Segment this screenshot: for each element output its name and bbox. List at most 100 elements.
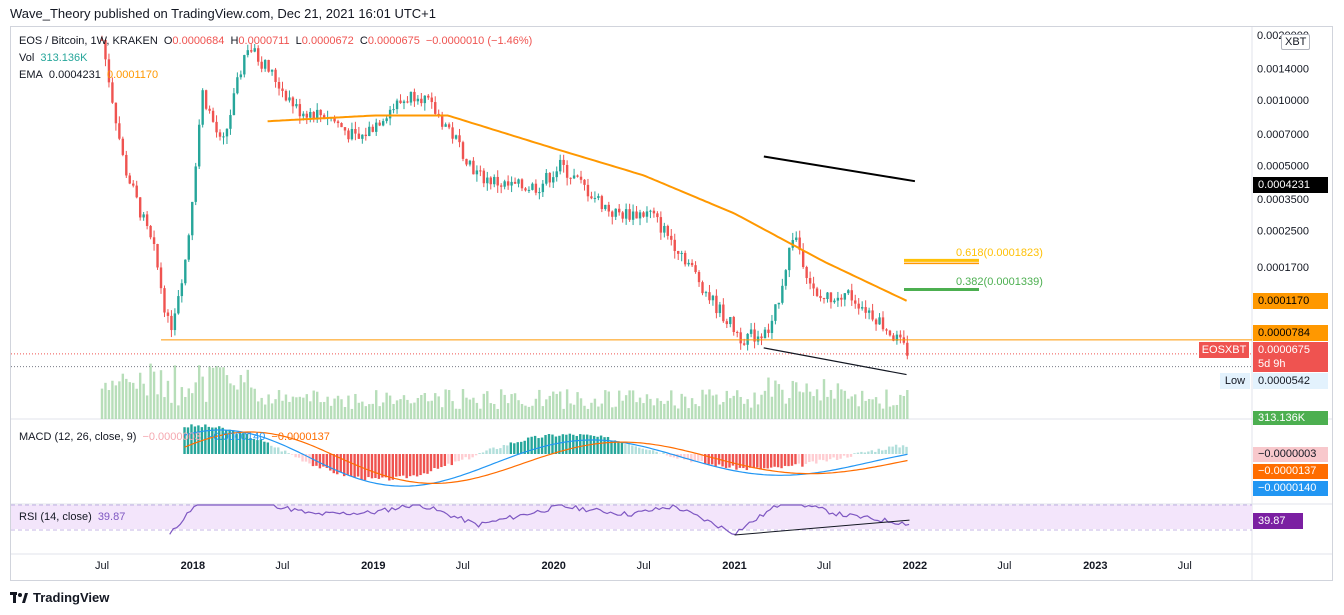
volume-bar xyxy=(604,390,607,419)
footer-brand[interactable]: TradingView xyxy=(10,590,109,605)
volume-bar xyxy=(197,365,201,419)
volume-bar xyxy=(826,396,829,419)
macd-histogram-bar xyxy=(235,434,238,454)
volume-bar xyxy=(618,390,621,419)
macd-histogram-bar xyxy=(690,454,693,463)
volume-bar xyxy=(211,367,215,419)
candle-body xyxy=(347,130,350,140)
macd-histogram-bar xyxy=(283,450,287,454)
volume-bar xyxy=(253,388,256,419)
macd-histogram-bar xyxy=(794,454,797,465)
chart-frame[interactable]: 0.00200000.00140000.00100000.00070000.00… xyxy=(10,26,1333,581)
legend-h-value: 0.0000711 xyxy=(238,35,290,47)
macd-histogram-bar xyxy=(592,435,596,454)
volume-bar xyxy=(822,379,826,419)
macd-histogram-bar xyxy=(683,454,686,460)
volume-bar xyxy=(718,404,722,419)
volume-bar xyxy=(534,398,538,419)
macd-histogram-bar xyxy=(440,454,443,468)
volume-bar xyxy=(166,380,170,419)
volume-bar xyxy=(663,403,666,419)
time-tick-label: Jul xyxy=(997,560,1011,572)
candle-body xyxy=(506,181,510,186)
ema-line xyxy=(267,114,908,302)
volume-bar xyxy=(736,390,739,419)
macd-histogram-bar xyxy=(336,454,339,475)
volume-bar xyxy=(812,396,815,419)
candle-body xyxy=(479,170,482,172)
trendline-price-lower xyxy=(763,347,907,376)
macd-histogram-bar xyxy=(412,454,415,476)
candle-body xyxy=(333,117,336,122)
candle-body xyxy=(354,129,357,134)
volume-bar xyxy=(902,396,906,419)
chart-canvas[interactable]: 0.00200000.00140000.00100000.00070000.00… xyxy=(11,27,1332,580)
macd-histogram-bar xyxy=(502,445,506,454)
volume-bar xyxy=(482,393,486,419)
candle-body xyxy=(690,262,694,266)
candle-body xyxy=(173,313,177,331)
volume-bar xyxy=(770,396,774,419)
candle-body xyxy=(857,303,860,309)
fib-382-label: 0.382(0.0001339) xyxy=(956,276,1043,288)
candle-body xyxy=(281,88,284,91)
footer-brand-text: TradingView xyxy=(33,590,110,605)
candle-body xyxy=(388,109,392,119)
candle-body xyxy=(708,292,711,301)
candle-body xyxy=(277,81,281,89)
macd-histogram-bar xyxy=(374,454,377,479)
legend-l-label: L xyxy=(295,35,302,47)
macd-histogram-bar xyxy=(599,435,603,454)
candle-body xyxy=(760,336,763,339)
volume-bar xyxy=(267,394,270,419)
candle-body xyxy=(461,142,465,159)
candle-body xyxy=(756,336,760,342)
volume-bar xyxy=(906,390,909,419)
macd-histogram-bar xyxy=(818,454,821,460)
candle-body xyxy=(295,104,298,107)
candle-body xyxy=(427,95,430,98)
macd-histogram-bar xyxy=(627,444,631,454)
volume-bar xyxy=(656,398,659,419)
macd-histogram-bar xyxy=(707,454,710,465)
legend-symbol: EOS / Bitcoin, 1W, KRAKEN xyxy=(19,35,158,47)
candle-body xyxy=(378,122,381,126)
volume-bar xyxy=(774,380,777,419)
volume-bar xyxy=(454,408,458,419)
macd-histogram-bar xyxy=(280,451,283,454)
volume-bar xyxy=(281,400,284,419)
candle-body xyxy=(350,129,354,140)
price-tick-label: 0.0010000 xyxy=(1257,95,1309,107)
macd-histogram-bar xyxy=(513,443,516,454)
candle-body xyxy=(163,288,166,313)
macd-histogram-bar xyxy=(499,448,502,454)
macd-histogram-bar xyxy=(700,454,703,462)
candle-body xyxy=(579,176,583,180)
time-tick-label: 2020 xyxy=(541,560,565,572)
volume-bar xyxy=(371,403,374,419)
volume-bar xyxy=(163,397,166,419)
candle-body xyxy=(715,295,718,314)
macd-histogram-bar xyxy=(540,437,544,454)
macd-histogram-bar xyxy=(190,424,193,454)
macd-histogram-bar xyxy=(422,454,426,474)
legend-macd: MACD (12, 26, close, 9) −0.0000003 −0.00… xyxy=(19,431,333,443)
candle-body xyxy=(621,212,624,219)
candle-body xyxy=(451,127,454,139)
candle-body xyxy=(562,159,565,165)
macd-histogram-bar xyxy=(474,454,478,456)
macd-histogram-bar xyxy=(867,451,870,454)
currency-badge[interactable]: XBT xyxy=(1281,34,1311,50)
macd-histogram-bar xyxy=(443,454,447,466)
candle-body xyxy=(864,307,867,313)
candle-body xyxy=(722,304,725,322)
candle-body xyxy=(430,97,433,103)
candle-body xyxy=(472,160,475,175)
volume-bar xyxy=(687,408,690,419)
volume-bar xyxy=(795,382,798,419)
candle-body xyxy=(815,288,819,296)
volume-bar xyxy=(409,403,413,419)
candle-body xyxy=(482,170,486,184)
candle-body xyxy=(801,249,805,268)
macd-histogram-bar xyxy=(714,454,717,467)
